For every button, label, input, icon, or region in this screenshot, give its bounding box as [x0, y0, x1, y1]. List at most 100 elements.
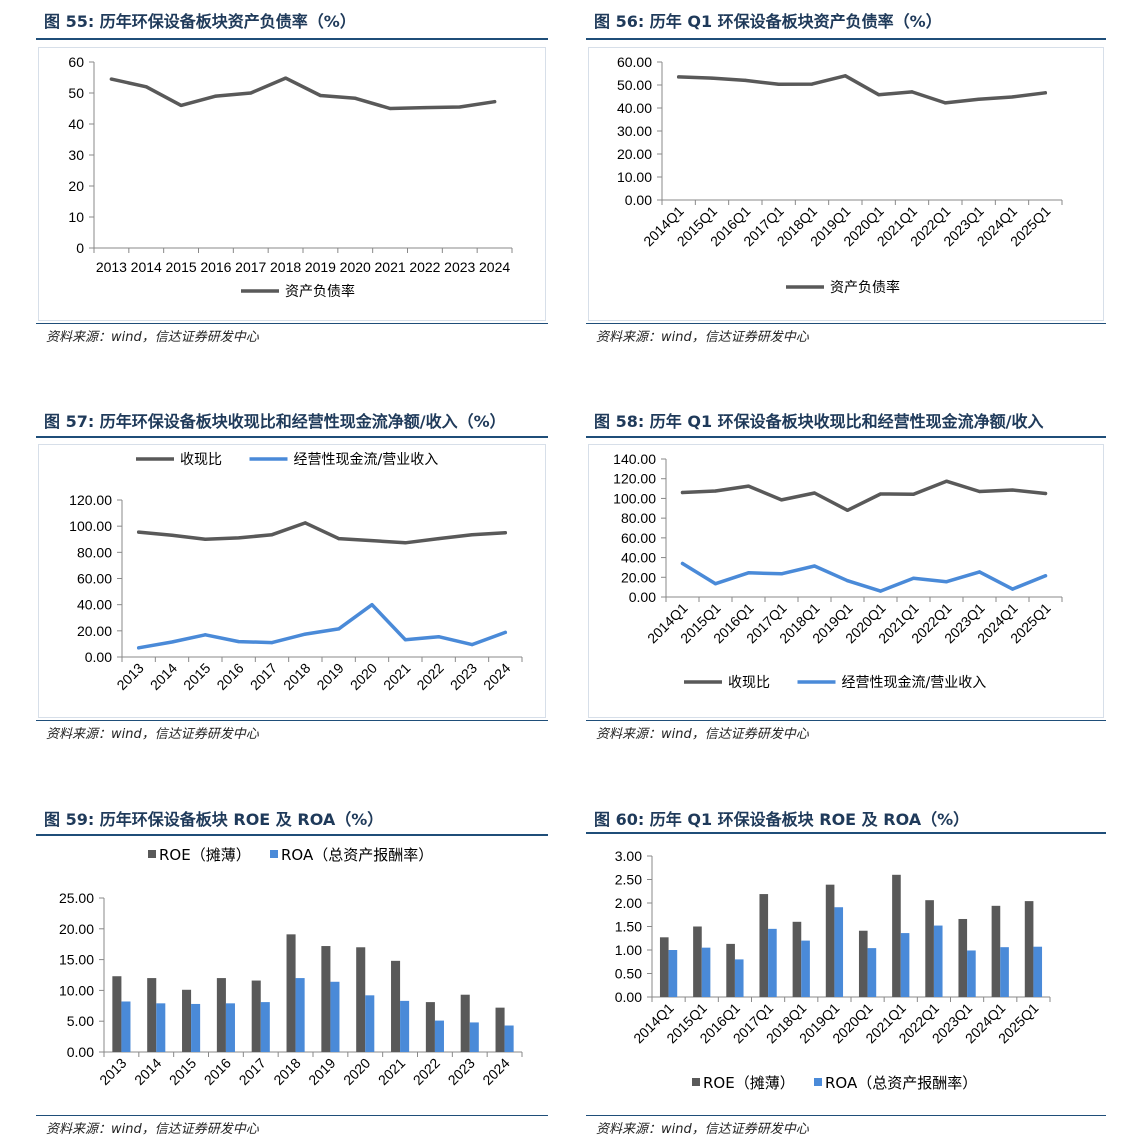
y-tick-label: 1.50 — [615, 919, 642, 935]
data-point — [878, 589, 883, 593]
y-tick-label: 0.00 — [85, 649, 112, 665]
x-tick-label: 2017 — [235, 259, 266, 275]
data-point — [503, 531, 507, 535]
y-tick-label: 0.50 — [615, 966, 642, 982]
data-point — [370, 603, 374, 607]
data-point — [353, 96, 357, 100]
data-point — [812, 491, 817, 495]
y-tick-label: 30 — [68, 147, 84, 163]
figure-59: 图 59: 历年环保设备板块 ROE 及 ROA（%） 0.00 5.00 10.0… — [36, 806, 548, 1142]
title-rule — [36, 834, 548, 836]
y-tick-label: 25.00 — [59, 890, 94, 906]
x-tick-label: 2015 — [166, 1055, 199, 1088]
series-line-1 — [136, 521, 508, 545]
data-point — [777, 82, 781, 86]
bar-2 — [734, 959, 744, 997]
y-tick-label: 60 — [68, 54, 84, 70]
data-point — [303, 632, 307, 636]
y-tick-label: 0.00 — [67, 1044, 94, 1060]
figure-58: 图 58: 历年 Q1 环保设备板块收现比和经营性现金流净额/收入 0.00 20… — [586, 408, 1106, 758]
source-rule — [586, 323, 1106, 324]
data-point — [1043, 574, 1048, 578]
figure-title: 图 56: 历年 Q1 环保设备板块资产负债率（%） — [594, 12, 942, 31]
data-point — [303, 521, 307, 525]
legend-swatch — [814, 1078, 822, 1086]
bar-2 — [365, 995, 375, 1052]
y-tick-label: 10 — [68, 209, 84, 225]
data-point — [318, 93, 323, 98]
data-point — [137, 530, 141, 534]
bar-1 — [460, 994, 470, 1052]
source-note: 资料来源：wind，信达证券研发中心 — [596, 330, 809, 345]
legend-label: ROE（摊薄） — [703, 1074, 795, 1092]
data-point — [944, 479, 949, 483]
legend-swatch — [692, 1078, 700, 1086]
legend-label: 资产负债率 — [830, 279, 900, 296]
y-tick-label: 20.00 — [617, 146, 652, 162]
x-tick-label: 2013 — [96, 1055, 129, 1088]
data-point — [1043, 91, 1047, 95]
data-point — [977, 97, 981, 101]
data-point — [203, 633, 207, 637]
data-point — [144, 85, 148, 89]
x-tick-label: 2020 — [347, 660, 380, 693]
figure-55: 图 55: 历年环保设备板块资产负债率（%） 0 10 20 30 40 50 60 2013… — [36, 8, 548, 358]
bar-2 — [400, 1000, 410, 1052]
title-rule — [36, 436, 548, 438]
bar-1 — [759, 894, 769, 997]
x-tick-label: 2016 — [213, 660, 246, 693]
data-point — [137, 646, 141, 650]
legend-swatch — [148, 850, 156, 858]
y-tick-label: 120.00 — [69, 492, 112, 508]
chart-55: 0 10 20 30 40 50 60 2013 2014 2015 2016 2017 2018 201… — [68, 54, 513, 300]
bar-1 — [825, 884, 835, 997]
bar-1 — [792, 921, 802, 997]
bar-2 — [121, 1001, 131, 1052]
bar-1 — [925, 900, 934, 997]
x-tick-label: 2023 — [447, 660, 480, 693]
data-point — [458, 105, 462, 109]
bar-1 — [251, 980, 261, 1052]
source-note: 资料来源：wind，信达证券研发中心 — [596, 1122, 809, 1137]
bar-2 — [801, 940, 810, 997]
title-rule — [586, 38, 1106, 40]
y-tick-label: 20.00 — [77, 623, 112, 639]
series-line-1 — [109, 76, 497, 111]
bar-2 — [156, 1003, 166, 1052]
figure-title: 图 57: 历年环保设备板块收现比和经营性现金流净额/收入（%） — [44, 412, 506, 431]
data-point — [810, 82, 814, 86]
bar-2 — [668, 950, 678, 997]
data-point — [203, 537, 207, 541]
data-point — [214, 94, 218, 98]
x-tick-label: 2022 — [409, 259, 440, 275]
bar-2 — [260, 1002, 270, 1052]
data-point — [270, 641, 274, 645]
x-tick-label: 2013 — [96, 259, 127, 275]
y-tick-label: 100.00 — [613, 490, 656, 506]
chart-57: 0.00 20.00 40.00 60.00 80.00 100.00 120.00 2013… — [69, 452, 523, 693]
data-point — [944, 580, 949, 584]
data-point — [109, 77, 114, 81]
source-rule — [36, 323, 548, 324]
y-tick-label: 60.00 — [621, 530, 656, 546]
data-point — [911, 492, 916, 496]
series-line-1 — [680, 479, 1048, 513]
x-tick-label: 2019 — [313, 660, 346, 693]
chart-frame — [588, 47, 1104, 321]
title-rule — [36, 38, 548, 40]
data-point — [779, 572, 784, 576]
bar-1 — [356, 947, 366, 1052]
source-note: 资料来源：wind，信达证券研发中心 — [46, 330, 259, 345]
bar-2 — [469, 1022, 479, 1052]
data-point — [977, 489, 982, 494]
bar-2 — [330, 981, 340, 1052]
data-point — [423, 105, 427, 110]
bar-1 — [958, 918, 968, 997]
y-tick-label: 140.00 — [613, 451, 656, 467]
data-point — [470, 533, 474, 537]
bar-2 — [1033, 946, 1043, 997]
x-tick-label: 2015 — [180, 660, 213, 693]
title-rule — [586, 832, 1106, 834]
y-tick-label: 40.00 — [77, 597, 112, 613]
figure-title: 图 59: 历年环保设备板块 ROE 及 ROA（%） — [44, 810, 384, 829]
